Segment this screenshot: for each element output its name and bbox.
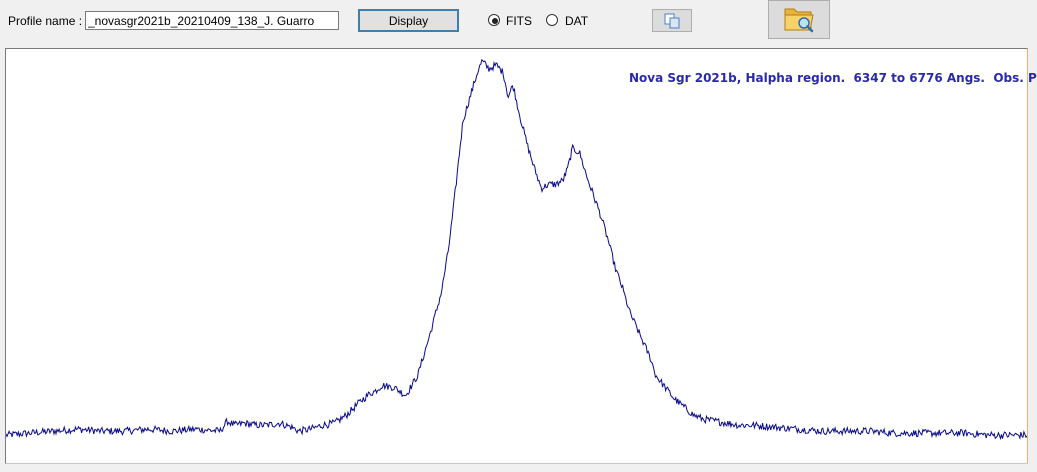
spectrum-chart [6, 58, 1027, 441]
dat-radio-label[interactable]: DAT [565, 14, 589, 28]
fits-radio-label[interactable]: FITS [506, 14, 532, 28]
display-button[interactable]: Display [358, 9, 459, 32]
profile-name-input[interactable] [85, 11, 339, 30]
dat-radio[interactable] [546, 14, 558, 26]
open-profile-button[interactable] [768, 0, 830, 39]
spectrum-plot-area [5, 48, 1028, 464]
profile-name-label: Profile name : [8, 14, 83, 28]
spectrum-line [6, 58, 1027, 441]
copy-button[interactable] [652, 9, 692, 32]
radio-selected-dot [492, 18, 498, 24]
folder-search-icon [784, 8, 814, 33]
copy-icon [664, 13, 680, 29]
fits-radio[interactable] [488, 14, 500, 26]
chart-title: Nova Sgr 2021b, Halpha region. 6347 to 6… [629, 71, 1037, 85]
